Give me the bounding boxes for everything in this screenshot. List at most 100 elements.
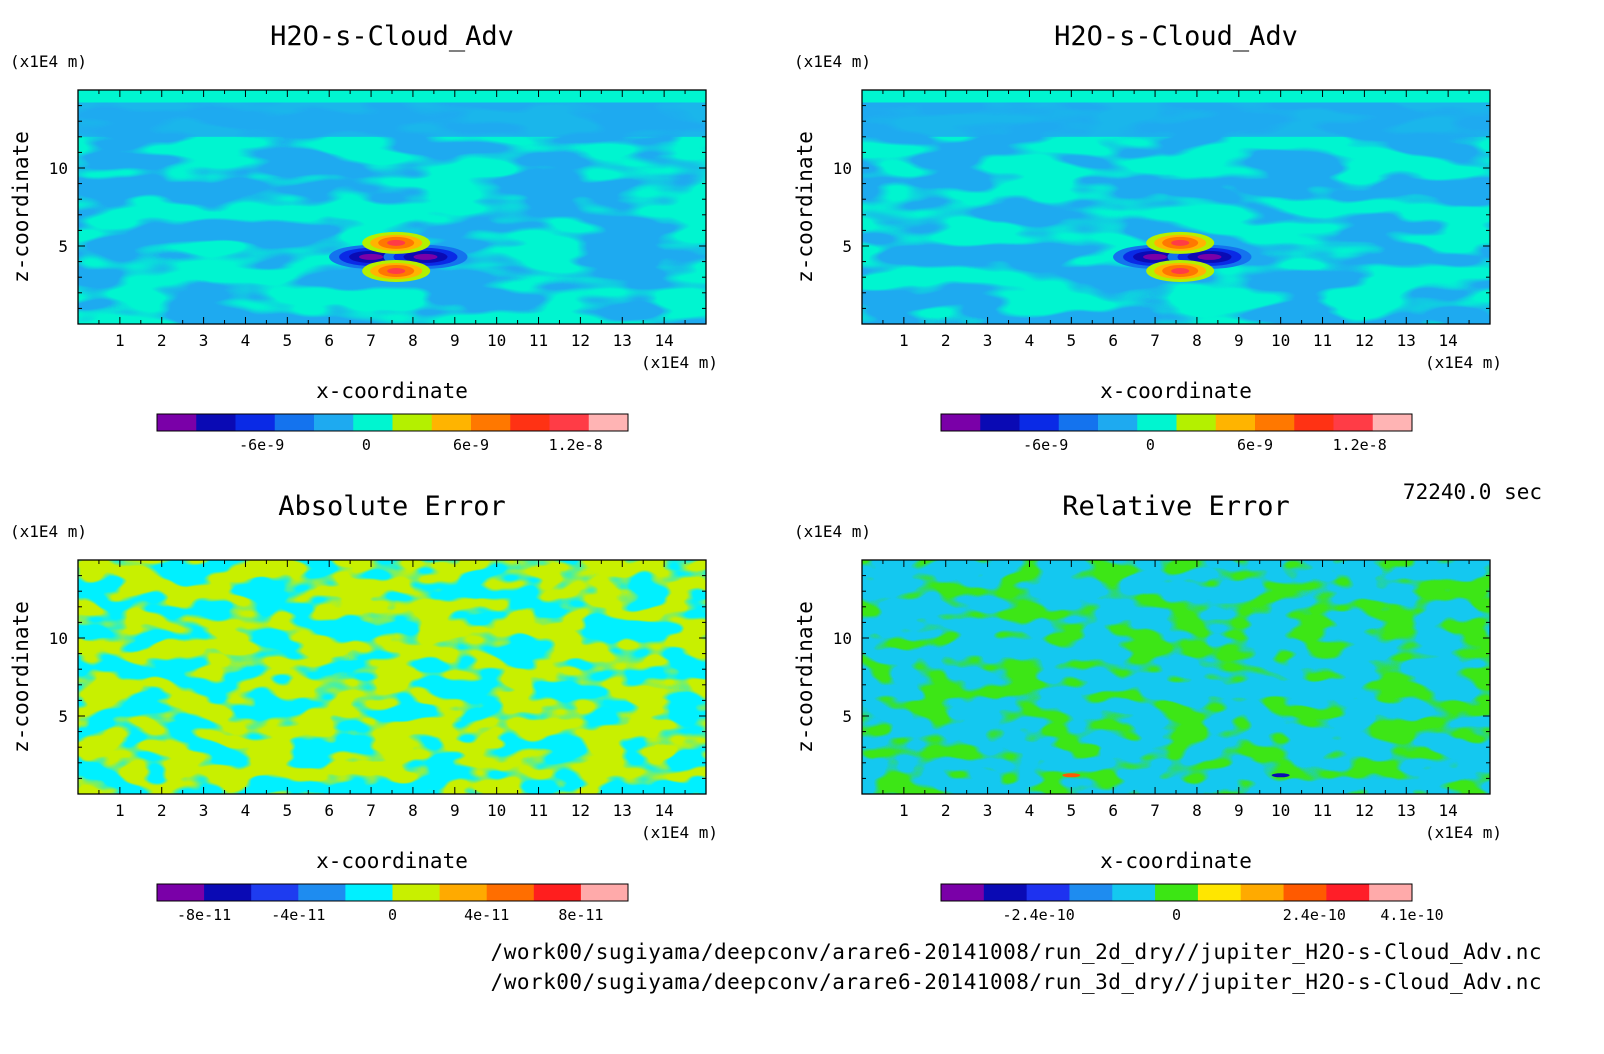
colorbar-swatch [1137,414,1177,431]
x-tick-label: 4 [1025,801,1035,820]
x-tick-label: 7 [366,801,376,820]
x-tick-label: 11 [1313,331,1332,350]
x-tick-label: 4 [1025,331,1035,350]
x-tick-label: 10 [487,801,506,820]
x-tick-label: 6 [324,331,334,350]
panel-title: Absolute Error [278,491,506,522]
colorbar-swatch [1098,414,1138,431]
y-tick-label: 5 [842,707,852,726]
colorbar-swatch [1369,884,1413,901]
colorbar-swatch [1155,884,1199,901]
x-tick-label: 5 [283,331,293,350]
x-tick-label: 2 [941,801,951,820]
panel-4: Relative Error(x1E4 m)1 2 3 4 5 6 7 8 9 10 11 12 13 1… [793,491,1502,924]
x-tick-label: 9 [450,331,460,350]
x-tick-label: 2 [157,801,167,820]
x-unit-label: (x1E4 m) [1425,353,1502,372]
x-tick-label: 1 [115,801,125,820]
source-file-2d: /work00/sugiyama/deepconv/arare6-2014100… [490,940,1542,964]
colorbar-swatch [980,414,1020,431]
x-tick-label: 11 [529,331,548,350]
colorbar-swatch [353,414,393,431]
colorbar-swatch [510,414,550,431]
colorbar-swatch [314,414,354,431]
y-axis-label: z-coordinate [9,601,33,753]
x-tick-label: 10 [1271,331,1290,350]
colorbar-swatch [580,884,629,901]
positive-lobe [1171,267,1190,274]
x-tick-label: 5 [283,801,293,820]
y-unit-label: (x1E4 m) [10,52,87,71]
colorbar-label: 1.2e-8 [549,436,603,454]
contour-field [862,90,1490,324]
contour-field [78,560,706,794]
colorbar-swatch [1294,414,1334,431]
colorbar-swatch [549,414,590,431]
field-noise [78,560,706,794]
colorbar-swatch [1026,884,1070,901]
x-tick-label: 1 [115,331,125,350]
x-tick-label: 14 [655,331,674,350]
colorbar-swatch [941,884,985,901]
colorbar-swatch [204,884,252,901]
panel-title: H2O-s-Cloud_Adv [270,21,514,52]
upper-band [78,102,706,137]
x-axis-label: x-coordinate [316,379,468,403]
x-tick-label: 10 [487,331,506,350]
colorbar-swatch [439,884,488,901]
x-tick-label: 7 [366,331,376,350]
colorbar-label: 0 [1146,436,1155,454]
y-tick-label: 10 [833,629,852,648]
field-noise [862,560,1490,794]
local-extreme [1062,773,1081,778]
colorbar-swatch [1069,884,1113,901]
time-label: 72240.0 sec [1402,480,1542,504]
top-band [862,90,1490,103]
x-tick-label: 1 [899,331,909,350]
colorbar-swatch [533,884,582,901]
y-tick-label: 10 [49,159,68,178]
x-tick-label: 11 [529,801,548,820]
x-tick-label: 14 [655,801,674,820]
colorbar-label: -6e-9 [1023,436,1068,454]
colorbar-swatch [1240,884,1285,901]
y-tick-label: 10 [833,159,852,178]
x-tick-label: 1 [899,801,909,820]
y-unit-label: (x1E4 m) [794,52,871,71]
x-unit-label: (x1E4 m) [641,823,718,842]
colorbar-swatch [941,414,981,431]
x-tick-label: 13 [613,331,632,350]
x-tick-label: 2 [941,331,951,350]
negative-lobe [359,253,384,260]
colorbar-swatch [1058,414,1099,431]
x-tick-label: 13 [1397,331,1416,350]
colorbar-label: 1.2e-8 [1333,436,1387,454]
x-tick-label: 13 [613,801,632,820]
panel-title: H2O-s-Cloud_Adv [1054,21,1298,52]
x-tick-label: 6 [1108,331,1118,350]
y-axis-label: z-coordinate [793,601,817,753]
x-tick-label: 8 [1192,331,1202,350]
colorbar-swatch [1215,414,1256,431]
x-tick-label: 3 [983,331,993,350]
x-tick-label: 9 [450,801,460,820]
colorbar-swatch [251,884,299,901]
x-tick-label: 3 [199,331,209,350]
y-tick-label: 10 [49,629,68,648]
colorbar-label: 0 [388,906,397,924]
y-unit-label: (x1E4 m) [794,522,871,541]
x-tick-label: 12 [571,801,590,820]
colorbar-label: 2.4e-10 [1283,906,1346,924]
colorbar-swatch [1326,884,1370,901]
local-extreme [1271,773,1290,778]
x-tick-label: 7 [1150,801,1160,820]
colorbar-label: -8e-11 [177,906,231,924]
colorbar-swatch [392,884,441,901]
x-axis-label: x-coordinate [316,849,468,873]
x-tick-label: 3 [199,801,209,820]
x-tick-label: 3 [983,801,993,820]
x-tick-label: 9 [1234,801,1244,820]
x-tick-label: 14 [1439,331,1458,350]
y-unit-label: (x1E4 m) [10,522,87,541]
